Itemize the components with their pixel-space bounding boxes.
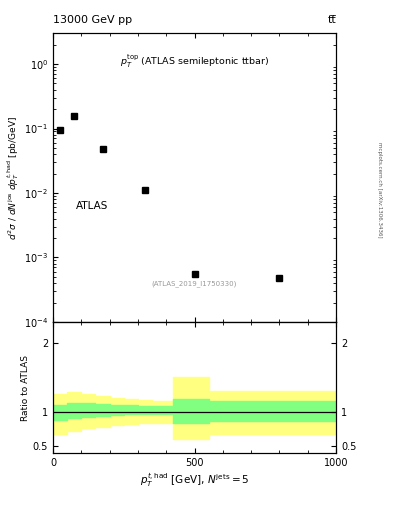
Text: tt̅: tt̅: [327, 15, 336, 25]
Text: $p_T^{\rm top}$ (ATLAS semileptonic ttbar): $p_T^{\rm top}$ (ATLAS semileptonic ttba…: [120, 53, 269, 70]
Y-axis label: Ratio to ATLAS: Ratio to ATLAS: [21, 354, 30, 420]
Y-axis label: $d^2\sigma$ / $dN^{\rm jos}$ $dp_T^{t,\rm had}$ [pb/GeV]: $d^2\sigma$ / $dN^{\rm jos}$ $dp_T^{t,\r…: [6, 116, 21, 240]
X-axis label: $p_T^{t,\rm had}$ [GeV], $N^{\rm jets} = 5$: $p_T^{t,\rm had}$ [GeV], $N^{\rm jets} =…: [140, 472, 249, 489]
Text: (ATLAS_2019_I1750330): (ATLAS_2019_I1750330): [152, 281, 237, 287]
Text: ATLAS: ATLAS: [76, 201, 108, 211]
Text: mcplots.cern.ch [arXiv:1306.3436]: mcplots.cern.ch [arXiv:1306.3436]: [377, 142, 382, 237]
Text: 13000 GeV pp: 13000 GeV pp: [53, 15, 132, 25]
